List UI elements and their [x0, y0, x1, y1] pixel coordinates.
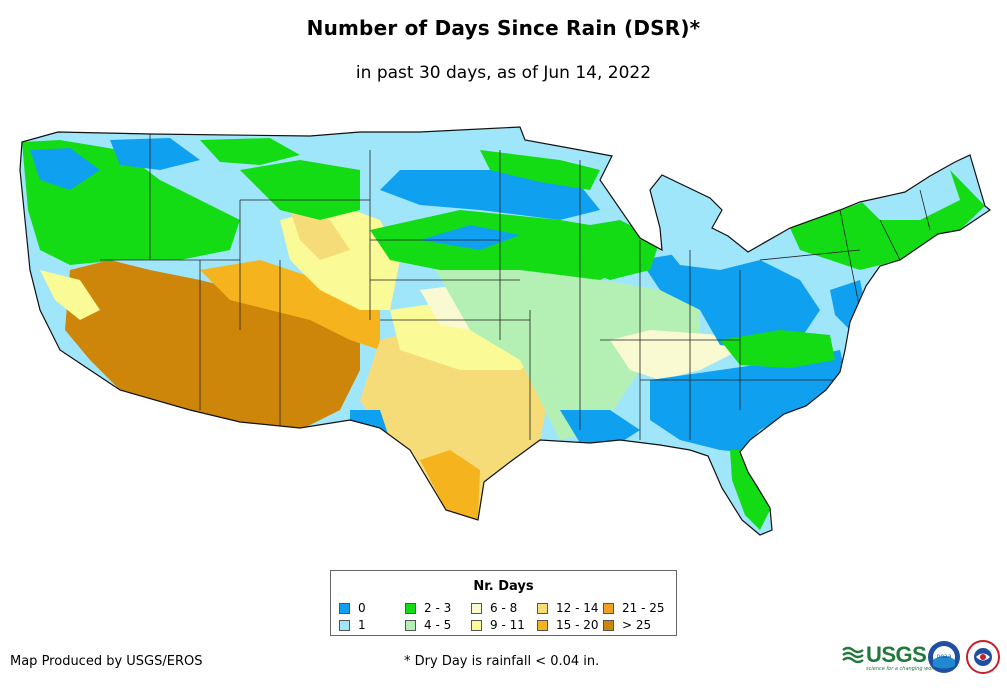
usgs-wordmark: USGS: [866, 642, 927, 667]
legend-grid: 0 2 - 3 6 - 8 12 - 14 21 - 25 1 4 - 5 9 - 11 15 …: [339, 601, 674, 632]
legend-label: 1: [358, 618, 366, 632]
legend-item: 9 - 11: [471, 618, 537, 632]
noaa-logo-icon: noaa: [928, 641, 960, 673]
legend-label: > 25: [622, 618, 652, 632]
legend-label: 2 - 3: [424, 601, 452, 615]
legend-swatch: [537, 602, 548, 614]
us-days-since-rain-map: [19, 126, 991, 536]
legend-swatch: [537, 619, 548, 631]
legend-swatch: [471, 602, 482, 614]
map-subtitle: in past 30 days, as of Jun 14, 2022: [355, 63, 652, 83]
legend-swatch: [339, 619, 350, 631]
legend-item: 6 - 8: [471, 601, 537, 615]
legend-label: 9 - 11: [490, 618, 525, 632]
legend-swatch: [405, 619, 416, 631]
legend-item: 2 - 3: [405, 601, 471, 615]
legend-swatch: [339, 602, 350, 614]
legend-label: 6 - 8: [490, 601, 518, 615]
usgs-tagline: science for a changing world: [866, 666, 938, 672]
noaa-label: noaa: [937, 653, 952, 660]
footnote-text: * Dry Day is rainfall < 0.04 in.: [404, 654, 600, 669]
legend-label: 12 - 14: [556, 601, 599, 615]
legend-label: 15 - 20: [556, 618, 599, 632]
legend-item: 4 - 5: [405, 618, 471, 632]
legend-swatch: [603, 602, 614, 614]
usgs-logo: USGS: [842, 642, 927, 668]
agency-logos: USGS science for a changing world noaa: [842, 636, 1002, 680]
legend-item: > 25: [603, 618, 669, 632]
legend-item: 15 - 20: [537, 618, 603, 632]
legend-item: 0: [339, 601, 405, 615]
map-title: Number of Days Since Rain (DSR)*: [306, 16, 701, 40]
legend-swatch: [603, 619, 614, 631]
legend-label: 21 - 25: [622, 601, 665, 615]
legend-title: Nr. Days: [473, 579, 534, 594]
legend-label: 4 - 5: [424, 618, 452, 632]
usgs-wave-icon: [842, 646, 864, 664]
legend-swatch: [471, 619, 482, 631]
legend-label: 0: [358, 601, 366, 615]
legend-item: 21 - 25: [603, 601, 669, 615]
nws-logo-icon: [966, 640, 1000, 674]
map-legend: Nr. Days 0 2 - 3 6 - 8 12 - 14 21 - 25 1 4 - 5…: [330, 570, 677, 636]
credit-text: Map Produced by USGS/EROS: [10, 654, 203, 669]
legend-swatch: [405, 602, 416, 614]
legend-item: 1: [339, 618, 405, 632]
legend-item: 12 - 14: [537, 601, 603, 615]
